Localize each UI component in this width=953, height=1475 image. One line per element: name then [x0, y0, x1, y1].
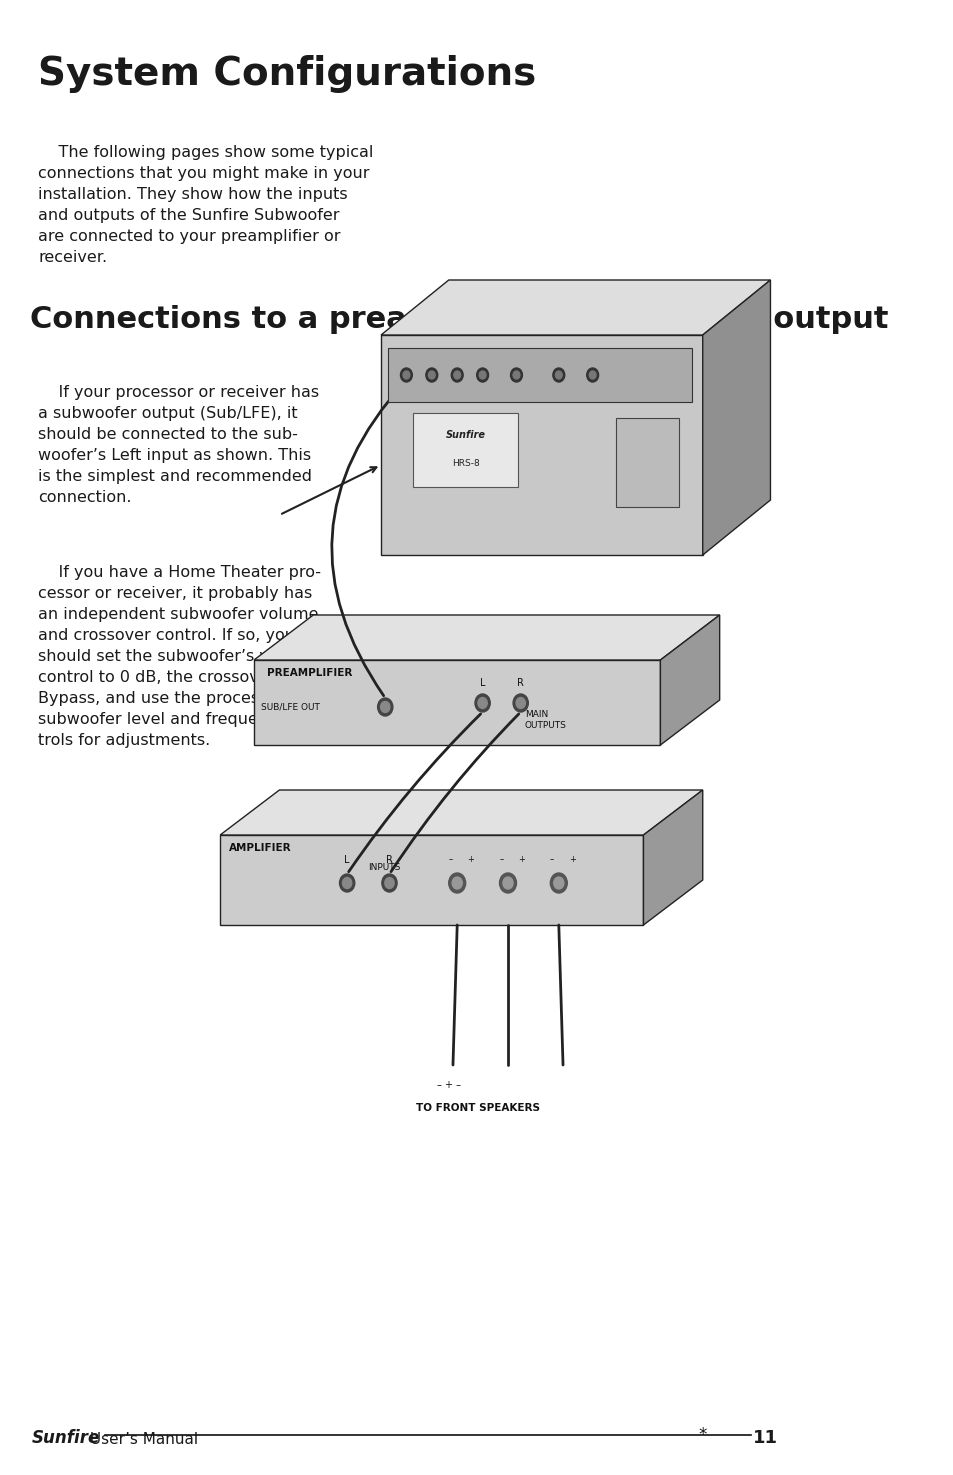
- Text: –: –: [498, 855, 503, 864]
- Polygon shape: [380, 335, 702, 555]
- Circle shape: [477, 698, 487, 708]
- Text: AMPLIFIER: AMPLIFIER: [229, 844, 291, 853]
- Circle shape: [339, 875, 355, 892]
- Circle shape: [499, 873, 516, 892]
- Circle shape: [589, 372, 596, 379]
- Polygon shape: [220, 835, 642, 925]
- Text: TO FRONT SPEAKERS: TO FRONT SPEAKERS: [416, 1103, 539, 1114]
- Circle shape: [402, 372, 410, 379]
- Text: *: *: [698, 1426, 706, 1444]
- Text: – + –: – + –: [436, 1080, 460, 1090]
- Polygon shape: [642, 791, 702, 925]
- Text: Sunfire: Sunfire: [445, 431, 485, 440]
- Circle shape: [381, 875, 396, 892]
- Circle shape: [553, 367, 564, 382]
- Text: L: L: [479, 678, 485, 687]
- Text: Connections to a preamplifier’s subwoofer output: Connections to a preamplifier’s subwoofe…: [30, 305, 887, 333]
- Circle shape: [555, 372, 561, 379]
- Text: SUB/LFE OUT: SUB/LFE OUT: [260, 702, 319, 711]
- Text: HRS-8: HRS-8: [452, 459, 479, 468]
- Text: R: R: [517, 678, 523, 687]
- Circle shape: [476, 367, 488, 382]
- FancyBboxPatch shape: [387, 348, 691, 403]
- Text: –: –: [549, 855, 554, 864]
- Text: System Configurations: System Configurations: [38, 55, 536, 93]
- Circle shape: [448, 873, 465, 892]
- Text: MAIN
OUTPUTS: MAIN OUTPUTS: [524, 709, 566, 730]
- Circle shape: [553, 878, 563, 889]
- Text: L: L: [344, 855, 350, 864]
- Circle shape: [342, 878, 352, 888]
- Text: R: R: [386, 855, 393, 864]
- Circle shape: [513, 695, 528, 712]
- Circle shape: [400, 367, 412, 382]
- Text: +: +: [517, 855, 524, 864]
- Circle shape: [454, 372, 460, 379]
- Text: If you have a Home Theater pro-
cessor or receiver, it probably has
an independe: If you have a Home Theater pro- cessor o…: [38, 565, 326, 748]
- Polygon shape: [659, 615, 719, 745]
- Text: +: +: [568, 855, 576, 864]
- Circle shape: [377, 698, 393, 715]
- Polygon shape: [253, 659, 659, 745]
- Text: If your processor or receiver has
a subwoofer output (Sub/LFE), it
should be con: If your processor or receiver has a subw…: [38, 385, 319, 504]
- Text: User’s Manual: User’s Manual: [85, 1432, 197, 1447]
- Polygon shape: [220, 791, 702, 835]
- Circle shape: [513, 372, 519, 379]
- Circle shape: [451, 367, 462, 382]
- Polygon shape: [702, 280, 770, 555]
- Circle shape: [384, 878, 394, 888]
- Circle shape: [478, 372, 485, 379]
- Text: +: +: [467, 855, 474, 864]
- Circle shape: [502, 878, 513, 889]
- Text: 11: 11: [752, 1429, 778, 1447]
- Circle shape: [510, 367, 522, 382]
- Circle shape: [452, 878, 462, 889]
- FancyBboxPatch shape: [413, 413, 517, 487]
- Circle shape: [425, 367, 437, 382]
- FancyBboxPatch shape: [616, 417, 679, 507]
- Circle shape: [380, 702, 390, 712]
- Circle shape: [586, 367, 598, 382]
- Circle shape: [550, 873, 567, 892]
- Polygon shape: [253, 615, 719, 659]
- Text: INPUTS: INPUTS: [368, 863, 400, 872]
- Circle shape: [428, 372, 435, 379]
- Circle shape: [475, 695, 490, 712]
- Text: –: –: [448, 855, 452, 864]
- Circle shape: [516, 698, 525, 708]
- Text: The following pages show some typical
connections that you might make in your
in: The following pages show some typical co…: [38, 145, 373, 266]
- Text: Sunfire: Sunfire: [32, 1429, 100, 1447]
- Text: PREAMPLIFIER: PREAMPLIFIER: [267, 668, 352, 679]
- Polygon shape: [380, 280, 770, 335]
